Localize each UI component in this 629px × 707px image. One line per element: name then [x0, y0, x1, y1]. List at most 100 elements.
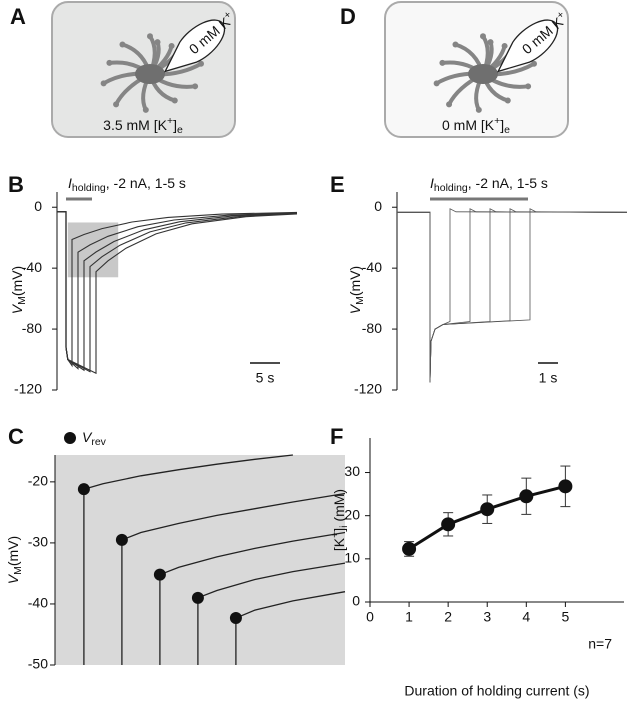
panel-label: D: [340, 4, 356, 29]
endfoot: [198, 60, 205, 67]
y-tick-label: -50: [28, 656, 48, 672]
y-tick-label: -40: [22, 259, 42, 275]
data-point: [480, 502, 495, 517]
annotation-part: I: [68, 175, 72, 191]
y-tick-label: 10: [344, 550, 360, 566]
trace: [397, 208, 628, 383]
reversal-point: [191, 591, 204, 604]
y-tick-label: -120: [354, 381, 382, 397]
endfoot: [475, 106, 482, 113]
y-axis-label-part: (mV): [5, 536, 21, 566]
y-axis-label-part: V: [9, 303, 25, 314]
y-tick-label: -80: [362, 320, 382, 336]
panel-label: F: [330, 424, 343, 449]
x-tick-label: 0: [366, 609, 374, 625]
x-tick-label: 3: [483, 609, 491, 625]
reversal-point: [153, 568, 166, 581]
y-tick-label: -30: [28, 534, 48, 550]
annotation-part: I: [430, 175, 434, 191]
y-tick-label: -20: [28, 473, 48, 489]
astrocyte: [433, 33, 538, 113]
bath-text-part: +: [167, 115, 173, 127]
y-axis-label-part: (mV): [347, 266, 363, 296]
data-point: [558, 479, 573, 494]
annotation-part: , -2 nA, 1-5 s: [106, 175, 186, 191]
zoom-region: [67, 222, 119, 278]
legend-label: Vrev: [82, 429, 107, 448]
y-axis-label: VM(mV): [9, 266, 28, 314]
panel-label: C: [8, 424, 24, 449]
reversal-point: [77, 483, 90, 496]
y-axis-label-part: (mM): [331, 489, 347, 526]
y-tick-label: 0: [34, 198, 42, 214]
bath-text-part: ]: [500, 117, 504, 133]
pipette-outline: [496, 19, 559, 73]
bath-text: 3.5 mM [K+]e: [103, 115, 183, 136]
y-tick-label: -40: [362, 259, 382, 275]
endfoot: [147, 33, 153, 40]
scale-bar-label: 1 s: [539, 370, 558, 386]
plot-background: [55, 455, 345, 665]
endfoot: [106, 59, 113, 66]
x-tick-label: 1: [405, 609, 413, 625]
y-tick-label: -40: [28, 595, 48, 611]
y-axis-label-part: V: [5, 573, 21, 584]
bath-text-part: +: [494, 115, 500, 127]
x-axis-label: Duration of holding current (s): [404, 683, 589, 699]
y-axis-label-part: ]: [331, 528, 347, 532]
astrocyte: [100, 33, 205, 113]
endfoot: [480, 33, 486, 40]
soma: [468, 64, 498, 84]
y-axis-label-part: V: [347, 303, 363, 314]
trace: [197, 562, 346, 665]
endfoot: [487, 39, 494, 46]
endfoot: [168, 42, 175, 49]
trace: [57, 211, 298, 375]
endfoot: [439, 59, 446, 66]
annotation-part: , -2 nA, 1-5 s: [468, 175, 548, 191]
endfoot: [433, 80, 440, 87]
y-axis-label-part: M: [354, 296, 366, 305]
annotation-part: holding: [434, 182, 468, 194]
endfoot: [452, 41, 459, 48]
y-axis-label-part: [K: [331, 537, 347, 551]
data-point: [441, 517, 456, 532]
endfoot: [501, 42, 508, 49]
panel-label: B: [8, 172, 24, 197]
panel-label: E: [330, 172, 345, 197]
y-tick-label: -80: [22, 320, 42, 336]
trace: [397, 208, 628, 383]
endfoot: [504, 97, 511, 104]
trace: [235, 591, 346, 665]
pipette-outline: [163, 19, 226, 73]
y-axis-label: VM(mV): [5, 536, 24, 584]
scale-bar-label: 5 s: [256, 370, 275, 386]
annotation: n=7: [588, 636, 612, 652]
legend-label-part: V: [82, 429, 93, 445]
soma: [135, 64, 165, 84]
legend-marker: [64, 432, 76, 444]
reversal-point: [115, 533, 128, 546]
endfoot: [192, 83, 199, 90]
data-point: [402, 541, 417, 556]
bath-text-part: e: [504, 124, 510, 136]
endfoot: [531, 60, 538, 67]
endfoot: [154, 39, 161, 46]
y-axis-label-part: i: [338, 525, 350, 527]
y-tick-label: 30: [344, 463, 360, 479]
endfoot: [113, 101, 120, 108]
y-tick-label: 0: [352, 593, 360, 609]
y-tick-label: -120: [14, 381, 42, 397]
annotation: Iholding, -2 nA, 1-5 s: [68, 175, 186, 194]
legend-label-part: rev: [91, 436, 106, 448]
y-axis-label: VM(mV): [347, 266, 366, 314]
endfoot: [119, 41, 126, 48]
y-axis-label: [K+]i (mM): [329, 489, 350, 551]
data-point: [519, 489, 534, 504]
endfoot: [525, 83, 532, 90]
bath-text-part: 0 mM [K: [442, 117, 495, 133]
bath-text-part: ]: [173, 117, 177, 133]
